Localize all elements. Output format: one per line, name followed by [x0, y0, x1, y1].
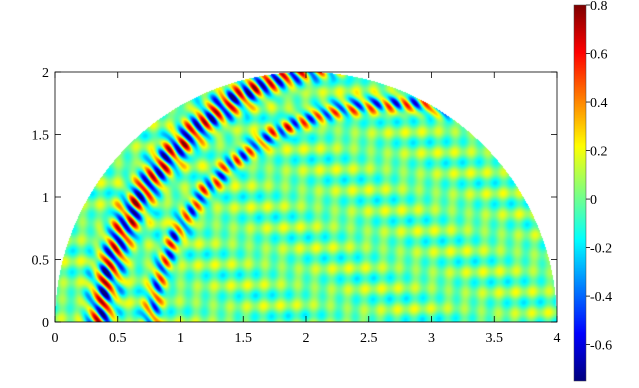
- colorbar-tick-label: -0.2: [590, 242, 612, 257]
- x-tick-label: 3.5: [486, 331, 504, 346]
- colorbar-tick-label: 0.8: [590, 0, 608, 14]
- x-tick-label: 1: [177, 331, 184, 346]
- colorbar-tick-label: -0.4: [590, 290, 612, 305]
- y-tick-label: 2: [42, 66, 49, 81]
- x-tick-label: 1.5: [235, 331, 253, 346]
- heatmap-plot: 0 0.5 1 1.5 2 2.5 3 3.5 4 0 0.5 1 1.5 2: [32, 66, 561, 346]
- x-tick-label: 0: [52, 331, 59, 346]
- x-tick-label: 3: [428, 331, 435, 346]
- y-tick-label: 1.5: [32, 129, 50, 144]
- x-tick-label: 0.5: [109, 331, 127, 346]
- colorbar-tick-label: 0.4: [590, 96, 608, 111]
- field-heatmap-image: [55, 72, 557, 322]
- colorbar-tick-label: 0.2: [590, 145, 608, 160]
- y-axis: 0 0.5 1 1.5 2: [32, 66, 557, 331]
- y-tick-label: 0.5: [32, 254, 50, 269]
- colorbar-tick-label: -0.6: [590, 339, 612, 354]
- colorbar-tick-label: 0.6: [590, 48, 608, 63]
- colorbar: 0.8 0.6 0.4 0.2 0 -0.2 -0.4 -0.6: [573, 0, 612, 382]
- x-tick-label: 4: [554, 331, 561, 346]
- y-tick-label: 1: [42, 191, 49, 206]
- colorbar-gradient: [574, 5, 586, 381]
- x-tick-label: 2.5: [360, 331, 378, 346]
- colorbar-tick-label: 0: [590, 193, 597, 208]
- colorbar-axis: 0.8 0.6 0.4 0.2 0 -0.2 -0.4 -0.6: [586, 0, 612, 354]
- colorbar-frame: [573, 4, 587, 382]
- x-tick-label: 2: [303, 331, 310, 346]
- x-axis: 0 0.5 1 1.5 2 2.5 3 3.5 4: [52, 72, 561, 346]
- y-tick-label: 0: [42, 316, 49, 331]
